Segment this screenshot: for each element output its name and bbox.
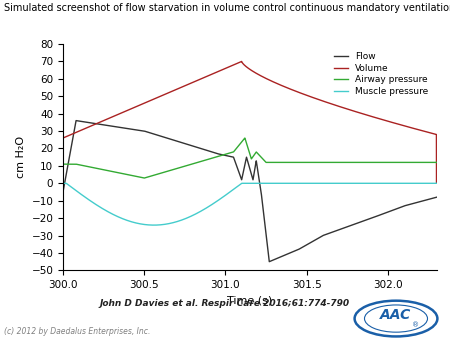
Muscle pressure [60,181,66,185]
Volume [239,59,244,64]
Flow [284,252,290,256]
Airway pressure [128,173,134,177]
Muscle pressure [151,223,157,227]
Line: Volume: Volume [63,62,436,183]
Line: Muscle pressure: Muscle pressure [63,183,436,225]
X-axis label: Time (s): Time (s) [227,296,272,306]
Flow [203,148,208,152]
Flow [339,227,345,231]
Airway pressure [141,176,147,180]
Text: ®: ® [412,322,419,329]
Line: Flow: Flow [63,121,436,262]
Text: Simulated screenshot of flow starvation in volume control continuous mandatory v: Simulated screenshot of flow starvation … [4,3,450,14]
Flow [434,195,439,199]
Airway pressure [203,158,208,162]
Volume [434,181,439,185]
Muscle pressure [284,181,290,185]
Muscle pressure [368,181,373,185]
Text: AAC: AAC [380,309,412,322]
Airway pressure [284,160,290,164]
Muscle pressure [128,220,134,224]
Volume [284,86,290,90]
Airway pressure [303,160,309,164]
Volume [203,75,208,79]
Flow [303,243,309,247]
Muscle pressure [303,181,309,185]
Muscle pressure [203,206,208,210]
Flow [266,260,272,264]
Flow [368,217,373,221]
Text: (c) 2012 by Daedalus Enterprises, Inc.: (c) 2012 by Daedalus Enterprises, Inc. [4,327,151,336]
Flow [60,190,66,194]
Line: Airway pressure: Airway pressure [63,138,436,178]
Volume [303,93,309,97]
Flow [73,119,79,123]
Y-axis label: cm H₂O: cm H₂O [16,136,26,178]
Airway pressure [434,160,439,164]
Text: John D Davies et al. Respir Care 2016;61:774-790: John D Davies et al. Respir Care 2016;61… [100,299,350,308]
Volume [60,136,66,140]
Legend: Flow, Volume, Airway pressure, Muscle pressure: Flow, Volume, Airway pressure, Muscle pr… [331,48,432,100]
Airway pressure [242,136,248,140]
Muscle pressure [434,181,439,185]
Airway pressure [60,162,66,166]
Volume [368,114,373,118]
Flow [128,127,134,131]
Volume [128,107,134,111]
Volume [339,105,344,109]
Airway pressure [368,160,373,164]
Muscle pressure [339,181,344,185]
Airway pressure [339,160,345,164]
